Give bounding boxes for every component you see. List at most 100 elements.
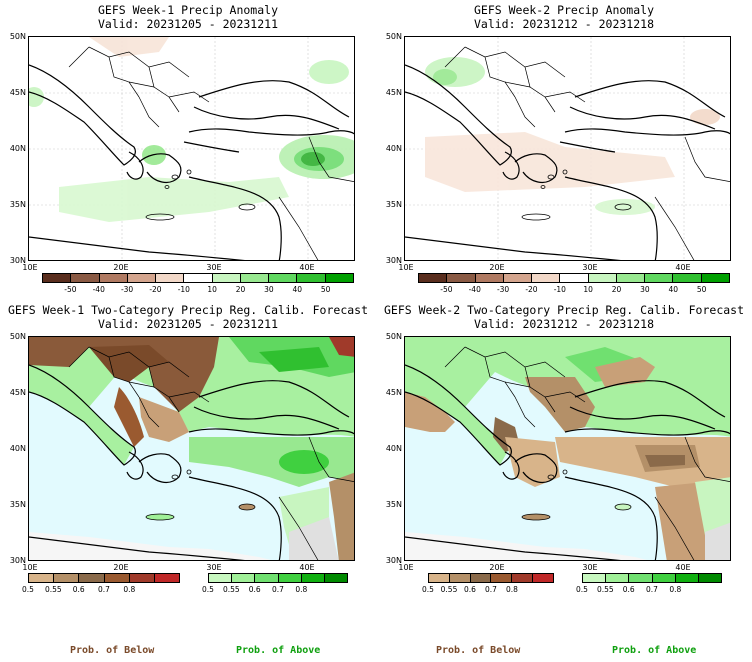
colorbar-tick-label: -40 [92,285,105,294]
prob-below-label: Prob. of Below [436,645,521,656]
colorbar-tick-label: 50 [320,285,331,294]
colorbar-swatch [448,574,470,582]
map-week2-anomaly [404,36,731,261]
panel-week1-prob: GEFS Week-1 Two-Category Precip Reg. Cal… [0,300,376,662]
lon-label-20e: 20E [489,263,505,272]
panel-week2-prob: GEFS Week-2 Two-Category Precip Reg. Cal… [376,300,752,662]
prob-below-colorbar [428,573,554,583]
colorbar-swatch [126,274,156,282]
colorbar-swatch [672,274,701,282]
colorbar-swatch [674,574,698,582]
prob-below-colorbar-labels: 0.5 0.55 0.6 0.7 0.8 [422,585,554,595]
anomaly-map-graphic [405,37,730,260]
lat-label-35n: 35N [9,200,26,209]
prob-above-colorbar [582,573,722,583]
colorbar-tick-label: 0.6 [248,585,261,594]
prob-below-colorbar-labels: 0.5 0.55 0.6 0.7 0.8 [22,585,180,595]
colorbar-swatch [469,574,491,582]
colorbar-swatch [29,574,54,582]
colorbar-swatch [155,274,184,282]
panel-valid-dates: Valid: 20231205 - 20231211 [97,17,278,31]
colorbar-swatch [239,274,269,282]
colorbar-tick-label: 0.7 [646,585,658,594]
lat-label-30n: 30N [9,256,26,265]
lat-label-35n: 35N [385,500,402,509]
colorbar-swatch [78,574,104,582]
colorbar-tick-label: 0.7 [272,585,284,594]
colorbar-tick-label: -40 [468,285,481,294]
lon-label-40e: 40E [675,263,691,272]
lat-label-40n: 40N [9,144,26,153]
colorbar-swatch [511,574,533,582]
lat-label-45n: 45N [9,388,26,397]
colorbar-tick-label: 0.8 [295,585,308,594]
colorbar-tick-label: -20 [149,285,162,294]
colorbar-tick-label: 0.55 [222,585,240,594]
colorbar-tick-label: -20 [525,285,538,294]
lat-label-50n: 50N [9,332,26,341]
colorbar-tick-label: 0.7 [485,585,497,594]
colorbar-tick-label: 0.55 [596,585,614,594]
colorbar-swatch [559,274,588,282]
colorbar-tick-label: 0.8 [506,585,518,594]
lat-label-50n: 50N [385,332,402,341]
colorbar-swatch [103,574,129,582]
lon-label-30e: 30E [206,263,222,272]
colorbar-tick-label: 20 [611,285,622,294]
anomaly-colorbar-labels: -50 -40 -30 -20 -10 10 20 30 40 50 [418,285,730,295]
colorbar-tick-label: 0.6 [72,585,85,594]
lon-label-40e: 40E [299,263,315,272]
colorbar-swatch [474,274,503,282]
colorbar-swatch [700,274,729,282]
colorbar-swatch [43,274,71,282]
lat-label-40n: 40N [385,144,402,153]
colorbar-tick-label: 0.7 [98,585,110,594]
lat-label-30n: 30N [385,556,402,565]
colorbar-tick-label: -30 [120,285,134,294]
lon-label-30e: 30E [206,563,222,572]
panel-valid-dates: Valid: 20231212 - 20231218 [473,317,654,331]
lat-label-40n: 40N [385,444,402,453]
colorbar-tick-label: -30 [496,285,510,294]
colorbar-swatch [211,274,240,282]
colorbar-swatch [583,574,606,582]
colorbar-tick-label: 50 [696,285,707,294]
colorbar-tick-label: 30 [640,285,650,294]
colorbar-swatch [300,574,324,582]
panel-title: GEFS Week-2 Two-Category Precip Reg. Cal… [383,303,745,317]
lat-label-45n: 45N [385,88,402,97]
colorbar-swatch [490,574,512,582]
colorbar-tick-label: 0.8 [669,585,682,594]
lon-label-10e: 10E [22,263,38,272]
colorbar-tick-label: 30 [264,285,274,294]
colorbar-swatch [98,274,127,282]
prob-map-graphic [405,337,730,560]
lon-label-20e: 20E [113,563,129,572]
lon-label-30e: 30E [582,563,598,572]
colorbar-tick-label: 0.5 [576,585,588,594]
colorbar-swatch [254,574,278,582]
colorbar-swatch [128,574,154,582]
lon-label-10e: 10E [398,563,414,572]
colorbar-swatch [502,274,532,282]
lat-label-35n: 35N [9,500,26,509]
lat-label-40n: 40N [9,444,26,453]
colorbar-swatch [605,574,629,582]
colorbar-swatch [53,574,79,582]
map-week1-prob [28,336,355,561]
lat-label-30n: 30N [385,256,402,265]
colorbar-tick-label: 0.55 [440,585,458,594]
lon-label-40e: 40E [299,563,315,572]
colorbar-tick-label: -10 [553,285,566,294]
colorbar-tick-label: -50 [64,285,77,294]
colorbar-swatch [153,574,180,582]
prob-below-colorbar [28,573,180,583]
colorbar-swatch [231,574,255,582]
prob-below-label: Prob. of Below [70,645,155,656]
lat-label-30n: 30N [9,556,26,565]
colorbar-tick-label: -50 [440,285,453,294]
panel-title: GEFS Week-1 Precip Anomaly [97,3,278,17]
colorbar-swatch [587,274,616,282]
colorbar-swatch [268,274,297,282]
anomaly-colorbar [418,273,730,283]
